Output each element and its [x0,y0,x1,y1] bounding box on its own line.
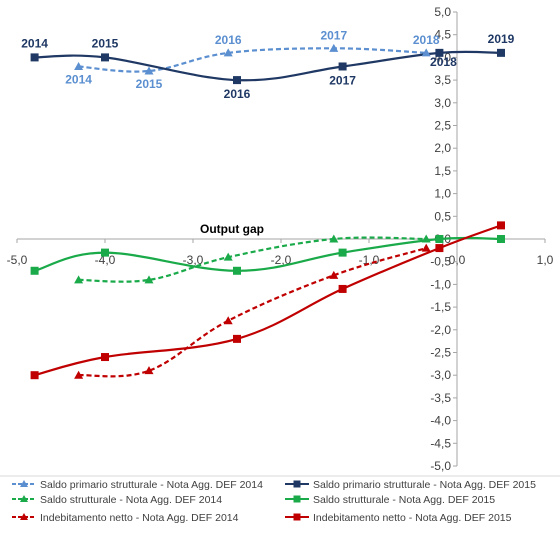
data-point [421,234,431,243]
y-tick-label: -3,0 [430,368,451,382]
data-point [74,275,84,284]
y-tick-label: 5,0 [434,5,451,19]
legend-label: Saldo strutturale - Nota Agg. DEF 2014 [40,494,222,506]
x-tick-label: -1,0 [359,253,380,267]
data-point [233,76,241,85]
x-tick-label: 0,0 [449,253,466,267]
data-point [101,353,109,362]
y-tick-label: 2,0 [434,141,451,155]
y-tick-label: -1,5 [430,300,451,314]
data-point [30,53,39,62]
legend-label: Saldo primario strutturale - Nota Agg. D… [40,479,263,491]
data-point [223,48,233,57]
point-label: 2017 [329,73,356,87]
y-tick-label: -4,0 [430,414,451,428]
data-point [329,270,339,279]
data-point [30,266,39,275]
data-point [74,61,84,70]
legend-swatch-marker [20,513,28,520]
data-point [144,66,154,75]
data-point [497,221,505,230]
legend-swatch-marker [293,495,301,503]
y-tick-label: 0,5 [434,209,451,223]
point-label: 2019 [488,32,515,46]
series-line-4 [78,247,427,378]
data-point [101,248,109,257]
point-label: 2016 [215,33,242,47]
y-tick-label: -4,5 [430,436,451,450]
data-point [223,252,233,261]
series-markers [30,43,505,380]
data-point [30,371,39,380]
data-point [338,62,347,71]
point-label: 2018 [430,55,457,69]
data-point [497,235,505,243]
data-point [435,235,444,243]
legend-label: Saldo strutturale - Nota Agg. DEF 2015 [313,494,495,506]
data-point [497,48,505,57]
point-label: 2018 [413,33,440,47]
y-tick-label: 2,5 [434,119,451,133]
data-point [233,266,241,275]
data-point [421,48,431,57]
data-point [101,53,109,62]
y-tick-label: 1,0 [434,187,451,201]
x-axis-title: Output gap [200,222,264,236]
data-point [421,243,431,252]
legend-swatch-marker [293,513,301,521]
y-tick-label: -1,0 [430,277,451,291]
x-tick-label: -2,0 [271,253,292,267]
point-label: 2017 [320,28,347,42]
data-point [338,284,347,293]
x-tick-label: -4,0 [95,253,116,267]
y-tick-label: 4,5 [434,28,451,42]
data-point [329,43,339,52]
data-point [329,234,339,243]
legend-label: Indebitamento netto - Nota Agg. DEF 2014 [40,512,239,524]
legend-label: Indebitamento netto - Nota Agg. DEF 2015 [313,512,512,524]
y-tick-label: -2,0 [430,323,451,337]
x-tick-label: 1,0 [537,253,554,267]
legend-swatch-marker [20,495,28,502]
y-tick-label: 1,5 [434,164,451,178]
data-point [435,48,444,57]
y-tick-label: -0,5 [430,255,451,269]
point-labels: 2014 2015 2016 2017 2018 2014 2015 2016 2017 2018… [21,28,514,101]
y-tick-label: -5,0 [430,459,451,473]
y-tick-label: -3,5 [430,391,451,405]
x-tick-label: -3,0 [183,253,204,267]
legend-swatch-marker [293,480,301,488]
x-tick-label: -5,0 [7,253,28,267]
legend-swatch-marker [20,480,28,487]
data-point [223,316,233,325]
data-point [435,244,444,253]
y-tick-label: -2,5 [430,346,451,360]
point-label: 2016 [224,87,251,101]
point-label: 2015 [136,77,163,91]
point-label: 2014 [65,72,92,86]
point-label: 2015 [92,36,119,50]
data-point [144,275,154,284]
axes: -5,0 -4,0 -3,0 -2,0 -1,0 0,0 1,05,04,54,03,53,… [7,5,554,473]
data-point [74,370,84,379]
point-label: 2014 [21,36,48,50]
data-point [338,248,347,257]
legend: Saldo primario strutturale - Nota Agg. D… [0,475,560,524]
y-tick-label: 3,0 [434,96,451,110]
data-point [144,366,154,375]
data-point [233,334,241,343]
legend-label: Saldo primario strutturale - Nota Agg. D… [313,479,536,491]
y-tick-label: 3,5 [434,73,451,87]
